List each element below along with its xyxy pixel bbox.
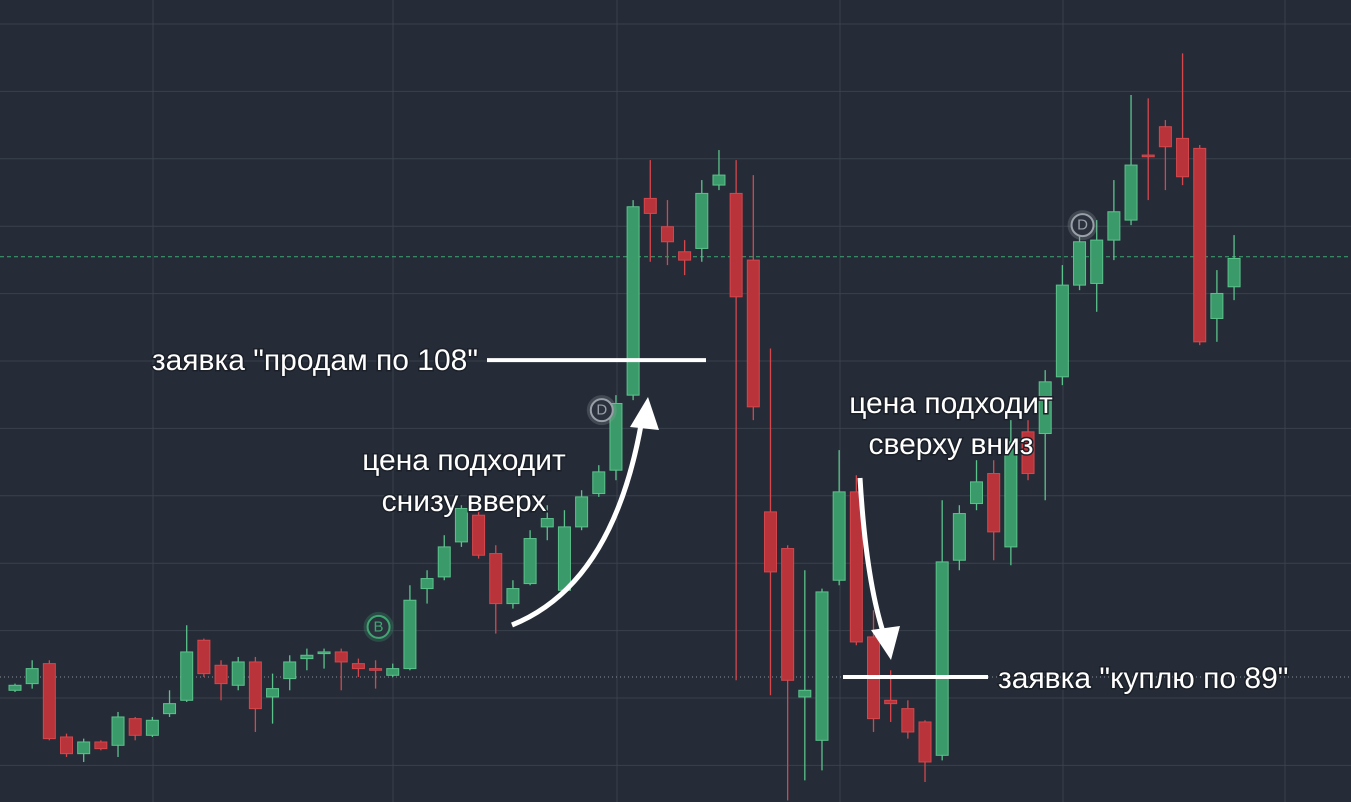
candle-body <box>832 491 846 581</box>
note-text: цена подходит <box>362 444 566 477</box>
candle-body <box>266 688 280 698</box>
candle-body <box>231 661 245 686</box>
candle-body <box>300 654 314 660</box>
candle-body <box>94 741 108 750</box>
candle-body <box>1021 431 1035 475</box>
candle-body <box>729 192 743 298</box>
candle-body <box>815 591 829 741</box>
note-text: снизу вверх <box>382 485 547 518</box>
candle-body <box>420 578 434 590</box>
candle-body <box>1004 441 1018 548</box>
candle-body <box>163 703 177 715</box>
candle-body <box>145 719 159 736</box>
candle-body <box>592 471 606 495</box>
candle-body <box>317 651 331 655</box>
candle-body <box>609 403 623 471</box>
candle-body <box>506 588 520 605</box>
candle-body <box>1193 147 1207 343</box>
annotations: заявка "продам по 108" заявка "куплю по … <box>150 342 1290 696</box>
candle-body <box>8 684 22 691</box>
signal-marker-ring <box>589 398 614 423</box>
candle-body <box>454 508 468 543</box>
candle-body <box>180 651 194 701</box>
candle-body <box>111 716 125 746</box>
note-text: сверху вниз <box>869 428 1034 461</box>
plot: B D D <box>8 53 1241 801</box>
candle-body <box>935 561 949 756</box>
candle-body <box>1055 284 1069 378</box>
candle-body <box>970 481 984 505</box>
candle-body <box>540 518 554 528</box>
candle-body <box>1141 154 1155 158</box>
candle-body <box>1073 241 1087 286</box>
candle-body <box>626 206 640 396</box>
candle-body <box>1038 381 1052 435</box>
signal-marker-ring <box>1070 213 1095 238</box>
candle-body <box>42 663 56 740</box>
arrow-head <box>630 397 659 430</box>
candle-body <box>798 689 812 698</box>
candle-body <box>643 197 657 214</box>
candle-body <box>763 511 777 573</box>
candle-body <box>369 668 383 671</box>
candle-body <box>987 473 1001 533</box>
signal-label: B <box>374 618 384 635</box>
candle-body <box>472 514 486 556</box>
candle-body <box>403 599 417 670</box>
arrow-up <box>511 424 644 628</box>
note-text: цена подходит <box>849 387 1053 420</box>
candle-body <box>386 668 400 676</box>
candle-body <box>351 663 365 670</box>
candle-body <box>746 259 760 408</box>
signal-marker-ring <box>366 614 391 639</box>
candle-body <box>214 664 228 685</box>
candle-body <box>712 174 726 186</box>
candle-body <box>884 699 898 705</box>
candle-body <box>248 661 262 710</box>
candle-body <box>901 708 915 733</box>
candle-body <box>60 736 74 755</box>
candle-body <box>849 491 863 643</box>
candle-body <box>77 741 91 755</box>
order-label: заявка "продам по 108" <box>152 344 478 377</box>
candle-body <box>1090 239 1104 284</box>
candle-body <box>660 226 674 243</box>
candle-body <box>25 668 39 685</box>
candle-body <box>128 718 142 736</box>
candle-body <box>334 651 348 663</box>
candle-body <box>1176 137 1190 178</box>
candle-body <box>1107 211 1121 241</box>
candle-body <box>489 553 503 605</box>
candle-body <box>1158 126 1172 148</box>
arrow-down <box>857 477 887 636</box>
candle-body <box>575 496 589 528</box>
candle-body <box>1227 257 1241 288</box>
candle-body <box>952 513 966 561</box>
candle-body <box>781 548 795 681</box>
signal-label: D <box>596 402 607 419</box>
candle-body <box>197 639 211 675</box>
candle-body <box>1124 164 1138 221</box>
candle-body <box>523 538 537 585</box>
order-label: заявка "куплю по 89" <box>998 662 1288 695</box>
candle-body <box>283 661 297 680</box>
arrow-head <box>871 626 900 660</box>
candle-body <box>1210 292 1224 319</box>
candle-body <box>437 546 451 578</box>
candle-body <box>678 251 692 261</box>
candle-body <box>918 721 932 763</box>
candle-body <box>695 192 709 249</box>
candle-body <box>557 526 571 591</box>
signal-label: D <box>1077 217 1088 234</box>
